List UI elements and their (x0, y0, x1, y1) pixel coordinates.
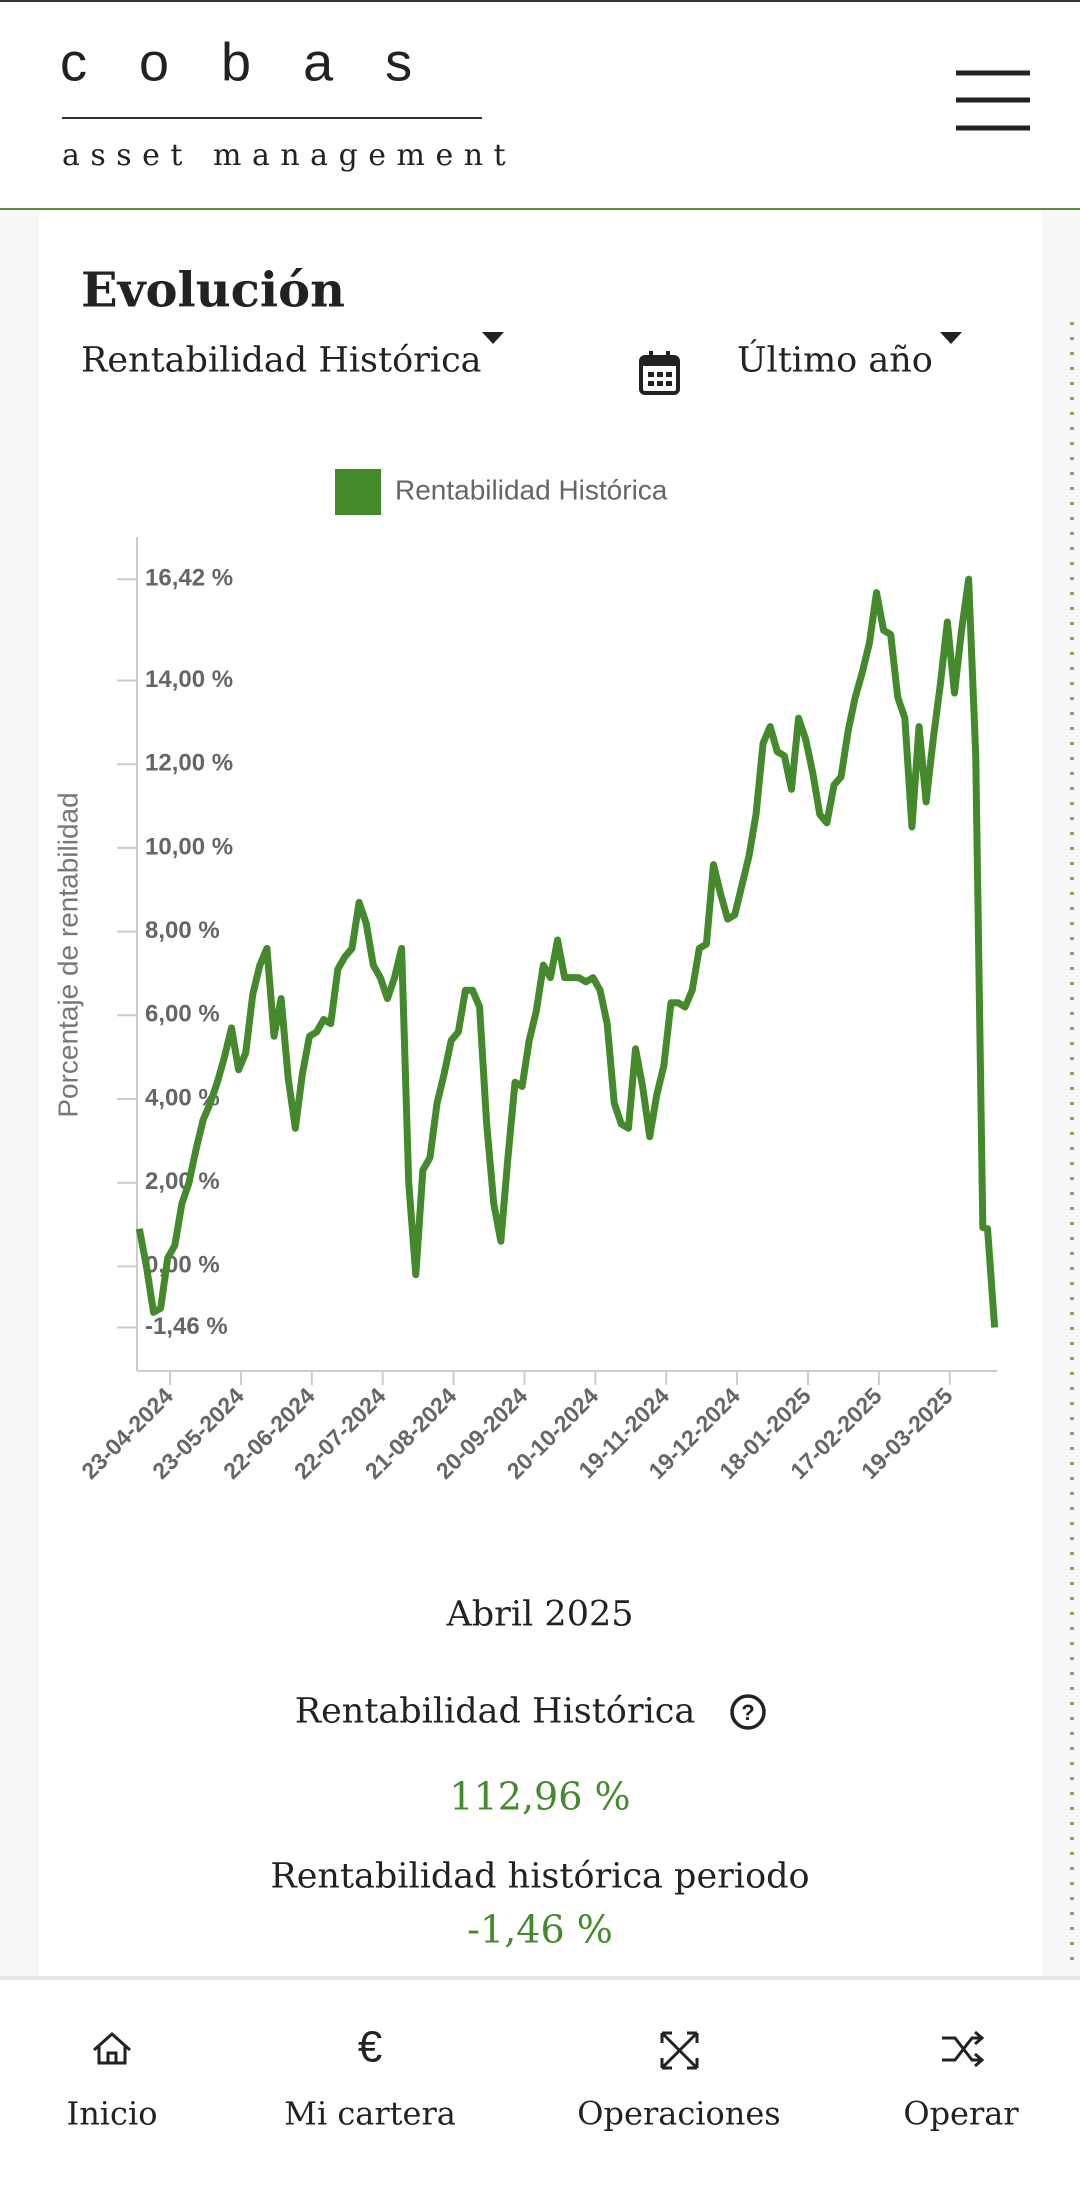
euro-icon[interactable]: € (358, 2023, 382, 2072)
nav-label[interactable]: Operar (903, 2095, 1019, 2133)
section-title: Evolución (81, 263, 345, 319)
operations-icon[interactable] (660, 2031, 699, 2070)
y-tick-label: -1,46 % (145, 1313, 228, 1340)
header (0, 0, 1080, 209)
calendar-icon[interactable] (639, 351, 680, 395)
nav-label[interactable]: Mi cartera (284, 2095, 456, 2133)
legend-swatch (335, 469, 381, 515)
svg-text:?: ? (741, 1700, 754, 1725)
y-tick-label: 14,00 % (145, 666, 233, 693)
data-line (135, 575, 999, 1328)
period-caret[interactable] (940, 332, 962, 344)
help-icon[interactable]: ? (730, 1694, 766, 1730)
home-icon[interactable] (93, 2031, 131, 2065)
nav-label[interactable]: Inicio (67, 2095, 158, 2133)
period-select[interactable]: Último año (737, 339, 933, 381)
y-tick-label: 10,00 % (145, 833, 233, 860)
legend-label: Rentabilidad Histórica (395, 474, 668, 505)
y-tick-label: 2,00 % (145, 1168, 220, 1195)
nav-label[interactable]: Operaciones (577, 2095, 780, 2133)
y-tick-label: 6,00 % (145, 1001, 220, 1028)
y-axis-label: Porcentaje de rentabilidad (52, 792, 83, 1117)
summary-metric-value: 112,96 % (449, 1775, 630, 1819)
y-tick-label: 16,42 % (145, 565, 233, 592)
y-tick-label: 12,00 % (145, 750, 233, 777)
card (39, 212, 1042, 1978)
summary-period-label: Rentabilidad histórica periodo (270, 1857, 809, 1897)
bottom-nav (0, 1980, 1080, 2187)
menu-button[interactable] (956, 70, 1030, 131)
metric-caret[interactable] (482, 332, 504, 344)
operate-icon[interactable] (942, 2030, 985, 2068)
summary-period: Abril 2025 (446, 1595, 634, 1635)
logo-tagline: asset management (62, 138, 516, 173)
y-tick-label: 8,00 % (145, 917, 220, 944)
logo[interactable]: cobas (60, 32, 464, 92)
summary-period-value: -1,46 % (467, 1908, 613, 1952)
y-tick-label: 0,00 % (145, 1252, 220, 1279)
nav-shadow (0, 1976, 1080, 1982)
metric-select[interactable]: Rentabilidad Histórica (81, 341, 482, 381)
summary-metric-label: Rentabilidad Histórica (295, 1692, 696, 1732)
